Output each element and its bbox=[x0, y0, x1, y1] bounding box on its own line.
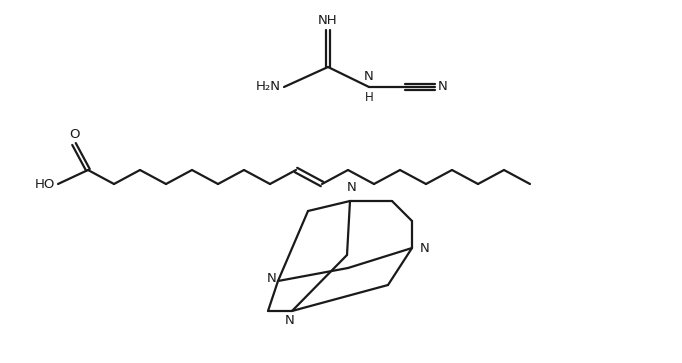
Text: HO: HO bbox=[35, 179, 55, 192]
Text: N: N bbox=[438, 81, 448, 94]
Text: N: N bbox=[266, 273, 276, 286]
Text: O: O bbox=[69, 128, 79, 141]
Text: H: H bbox=[365, 91, 373, 104]
Text: N: N bbox=[285, 314, 295, 327]
Text: N: N bbox=[364, 70, 374, 83]
Text: H₂N: H₂N bbox=[256, 81, 281, 94]
Text: N: N bbox=[347, 181, 357, 194]
Text: N: N bbox=[420, 241, 430, 254]
Text: NH: NH bbox=[318, 14, 338, 27]
